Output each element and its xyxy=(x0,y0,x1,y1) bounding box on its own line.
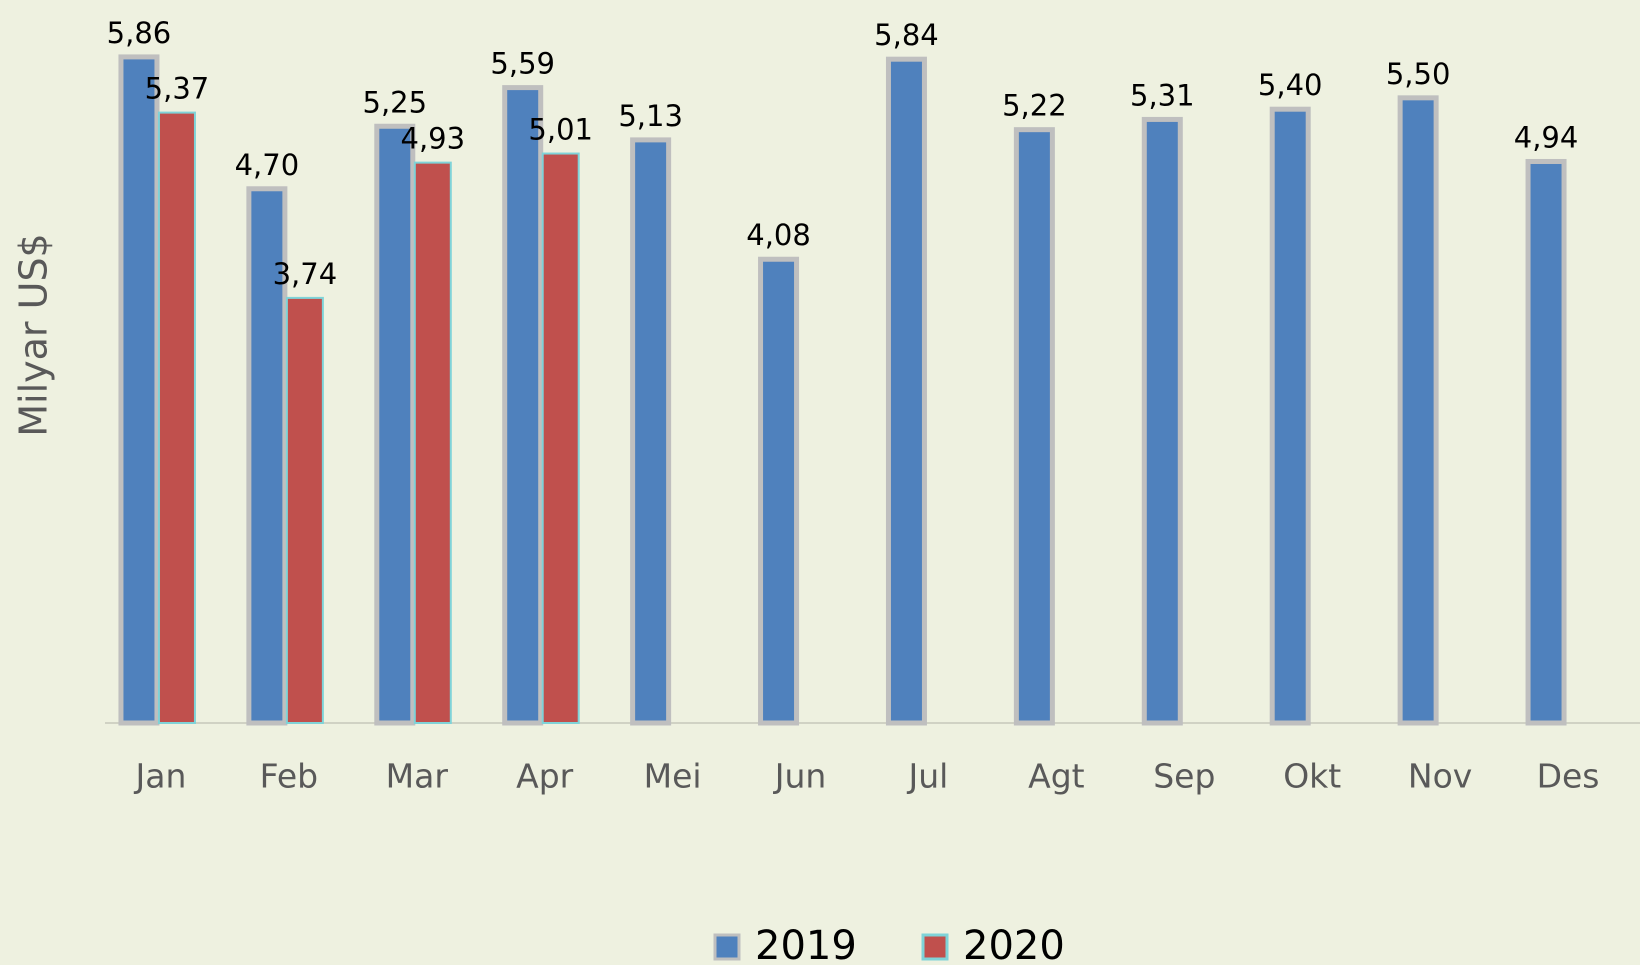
x-tick-label: Jun xyxy=(773,757,827,796)
x-tick-label: Agt xyxy=(1028,757,1085,796)
data-label: 5,86 xyxy=(107,16,172,50)
x-tick-label: Mei xyxy=(644,757,702,796)
bar xyxy=(1525,158,1567,726)
bar xyxy=(885,56,927,726)
legend-label: 2019 xyxy=(755,923,857,965)
bar xyxy=(758,256,800,726)
x-tick-label: Des xyxy=(1537,757,1600,796)
data-label: 5,13 xyxy=(618,99,683,133)
x-tick-label: Sep xyxy=(1153,757,1215,796)
bar xyxy=(630,137,672,726)
bar xyxy=(246,186,288,726)
data-label: 4,70 xyxy=(235,148,300,182)
x-tick-label: Nov xyxy=(1408,757,1472,796)
x-tick-label: Mar xyxy=(386,757,449,796)
legend-swatch xyxy=(713,933,741,961)
bar xyxy=(118,54,160,726)
legend-swatch xyxy=(921,933,949,961)
bar xyxy=(502,85,544,726)
data-label: 5,01 xyxy=(528,113,593,147)
bar xyxy=(1013,127,1055,726)
y-axis-label: Milyar US$ xyxy=(12,233,56,437)
bar xyxy=(374,123,416,726)
x-tick-label: Feb xyxy=(260,757,318,796)
bar xyxy=(1269,106,1311,726)
data-label: 5,50 xyxy=(1386,57,1451,91)
data-label: 5,84 xyxy=(874,18,939,52)
x-tick-label: Okt xyxy=(1283,757,1341,796)
x-tick-label: Apr xyxy=(516,757,574,796)
data-label: 4,94 xyxy=(1514,120,1579,154)
bar xyxy=(1397,95,1439,726)
data-label: 3,74 xyxy=(273,257,338,291)
data-label: 5,22 xyxy=(1002,89,1067,123)
bar xyxy=(1141,116,1183,726)
data-label: 5,31 xyxy=(1130,78,1195,112)
data-label: 5,40 xyxy=(1258,68,1323,102)
bar xyxy=(541,152,580,724)
bar xyxy=(285,296,324,724)
x-tick-label: Jul xyxy=(907,757,949,796)
data-label: 5,25 xyxy=(363,85,428,119)
data-label: 5,59 xyxy=(490,47,555,81)
bar xyxy=(413,161,452,724)
x-tick-label: Jan xyxy=(134,757,187,796)
data-label: 4,93 xyxy=(401,122,466,156)
bar xyxy=(157,111,196,725)
data-label: 5,37 xyxy=(145,72,210,106)
data-label: 4,08 xyxy=(746,218,811,252)
legend-label: 2020 xyxy=(963,923,1065,965)
